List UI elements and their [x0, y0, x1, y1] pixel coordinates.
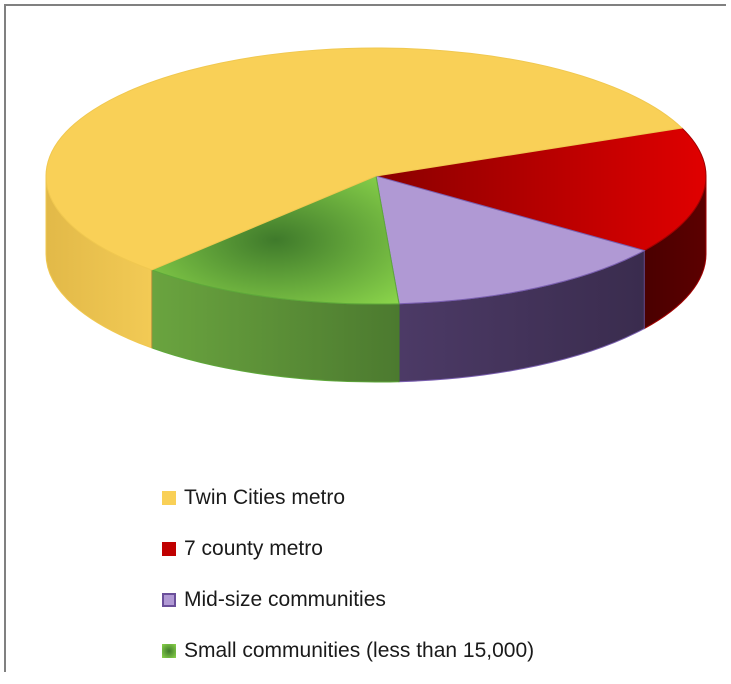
legend-item-7-county-metro: 7 county metro	[162, 531, 534, 567]
legend-label: Small communities (less than 15,000)	[184, 639, 535, 662]
legend-swatch-small-communities	[162, 644, 176, 658]
legend: Twin Cities metro 7 county metro Mid-siz…	[162, 480, 534, 684]
legend-label: Mid-size communities	[184, 588, 386, 611]
legend-label: 7 county metro	[184, 537, 323, 560]
legend-item-mid-size-communities: Mid-size communities	[162, 582, 534, 618]
legend-swatch-twin-cities-metro	[162, 491, 176, 505]
legend-item-small-communities: Small communities (less than 15,000)	[162, 633, 534, 669]
legend-label: Twin Cities metro	[184, 486, 346, 509]
pie-slice-mid-size-communities	[375, 175, 646, 305]
pie-slice-7-county-metro	[375, 127, 707, 252]
legend-swatch-mid-size-communities	[162, 593, 176, 607]
pie-slice-small-communities	[150, 175, 400, 305]
legend-swatch-7-county-metro	[162, 542, 176, 556]
legend-item-twin-cities-metro: Twin Cities metro	[162, 480, 534, 516]
pie-slice-twin-cities-metro	[45, 47, 684, 271]
